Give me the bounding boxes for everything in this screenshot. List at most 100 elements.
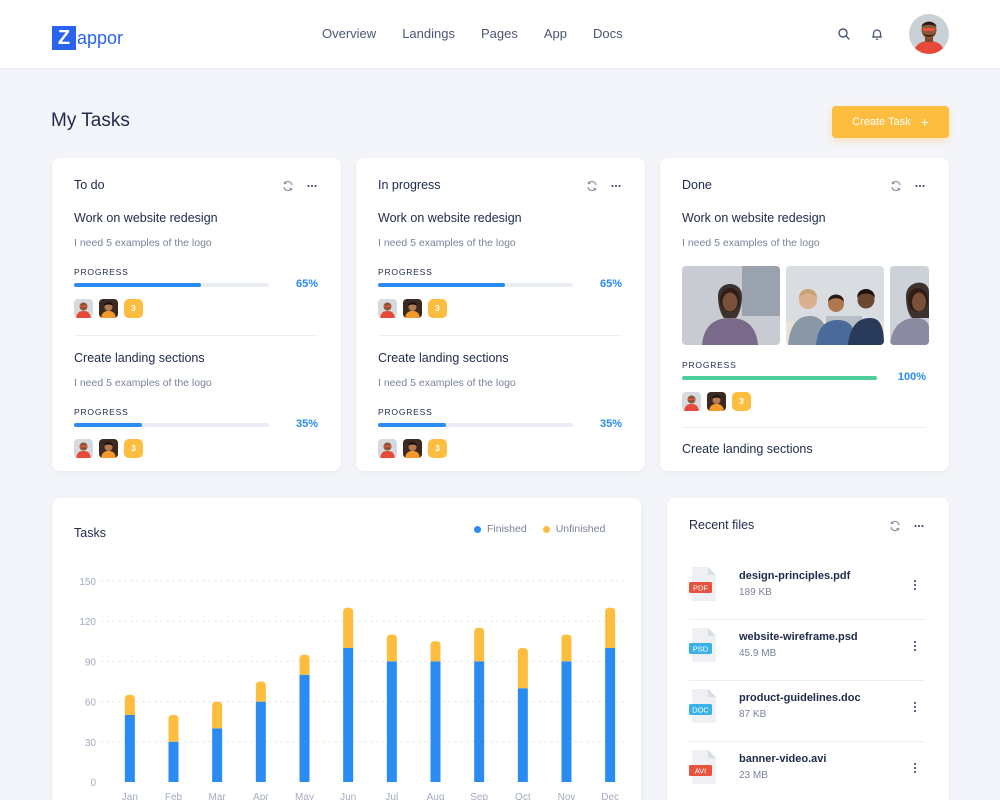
- x-tick-label: Apr: [253, 792, 269, 800]
- nav-app[interactable]: App: [543, 26, 567, 41]
- more-vertical-icon[interactable]: [913, 578, 917, 592]
- bar-unfinished-may[interactable]: [299, 654, 310, 675]
- legend-finished[interactable]: Finished: [474, 523, 527, 535]
- bar-unfinished-jul[interactable]: [386, 634, 397, 662]
- bar-finished-mar[interactable]: [212, 728, 223, 782]
- bar-finished-jun[interactable]: [343, 648, 354, 782]
- more-assignees-badge[interactable]: 3: [428, 299, 447, 318]
- task-card[interactable]: Create landing sections I need 5 example…: [378, 351, 622, 458]
- assignee-avatar[interactable]: [74, 299, 93, 318]
- attachment-photo[interactable]: [682, 266, 780, 345]
- assignees: 3: [74, 439, 318, 458]
- more-horizontal-icon[interactable]: [610, 180, 622, 192]
- bar-unfinished-sep[interactable]: [474, 627, 485, 662]
- progress-percent: 35%: [295, 418, 318, 430]
- refresh-icon[interactable]: [586, 180, 598, 192]
- more-assignees-badge[interactable]: 3: [124, 439, 143, 458]
- bar-finished-oct[interactable]: [517, 688, 528, 782]
- bar-finished-apr[interactable]: [255, 701, 266, 782]
- file-row[interactable]: PDF design-principles.pdf 189 KB: [689, 559, 925, 620]
- nav-overview[interactable]: Overview: [322, 26, 377, 41]
- bar-unfinished-jan[interactable]: [124, 694, 135, 715]
- bar-finished-sep[interactable]: [474, 661, 485, 782]
- assignee-avatar[interactable]: [378, 439, 397, 458]
- column-in-progress: In progress Work on website redesign I n…: [356, 158, 645, 471]
- bar-finished-may[interactable]: [299, 674, 310, 782]
- user-avatar[interactable]: [909, 14, 949, 54]
- bar-unfinished-feb[interactable]: [168, 715, 179, 742]
- bar-unfinished-oct[interactable]: [517, 648, 528, 689]
- assignee-avatar[interactable]: [99, 439, 118, 458]
- bar-unfinished-dec[interactable]: [605, 607, 616, 648]
- progress-label: PROGRESS: [682, 360, 737, 370]
- nav-pages[interactable]: Pages: [480, 26, 518, 41]
- more-assignees-badge[interactable]: 3: [428, 439, 447, 458]
- x-tick-label: Nov: [558, 792, 576, 800]
- task-card[interactable]: Work on website redesign I need 5 exampl…: [74, 211, 318, 318]
- task-card[interactable]: Create landing sections I need 5 example…: [74, 351, 318, 458]
- more-vertical-icon[interactable]: [913, 761, 917, 775]
- bar-finished-jan[interactable]: [124, 715, 135, 782]
- bar-finished-feb[interactable]: [168, 741, 179, 782]
- assignee-avatar[interactable]: [74, 439, 93, 458]
- more-horizontal-icon[interactable]: [306, 180, 318, 192]
- page-title: My Tasks: [51, 110, 130, 131]
- refresh-icon[interactable]: [282, 180, 294, 192]
- search-icon[interactable]: [837, 27, 851, 41]
- refresh-icon[interactable]: [889, 520, 901, 532]
- legend-unfinished[interactable]: Unfinished: [542, 523, 605, 535]
- bar-finished-dec[interactable]: [605, 648, 616, 782]
- avi-file-icon: AVI: [689, 750, 716, 784]
- nav-landings[interactable]: Landings: [402, 26, 455, 41]
- chart-title: Tasks: [74, 526, 106, 540]
- more-assignees-badge[interactable]: 3: [124, 299, 143, 318]
- recent-files-card: Recent files PDF design-principles.pdf 1…: [667, 498, 949, 800]
- column-todo: To do Work on website redesign I need 5 …: [52, 158, 341, 471]
- more-assignees-badge[interactable]: 3: [732, 392, 751, 411]
- nav-docs[interactable]: Docs: [592, 26, 623, 41]
- bar-finished-nov[interactable]: [561, 661, 572, 782]
- assignee-avatar[interactable]: [378, 299, 397, 318]
- pdf-file-icon: PDF: [689, 567, 716, 601]
- bar-finished-jul[interactable]: [386, 661, 397, 782]
- assignee-avatar[interactable]: [403, 439, 422, 458]
- more-vertical-icon[interactable]: [913, 700, 917, 714]
- assignee-avatar[interactable]: [99, 299, 118, 318]
- file-row[interactable]: DOC product-guidelines.doc 87 KB: [689, 681, 925, 742]
- bar-unfinished-aug[interactable]: [430, 641, 441, 662]
- task-card[interactable]: Create landing sections: [682, 442, 926, 456]
- bar-unfinished-nov[interactable]: [561, 634, 572, 662]
- task-card[interactable]: Work on website redesign I need 5 exampl…: [682, 211, 926, 249]
- attachment-photo[interactable]: [890, 266, 929, 345]
- logo[interactable]: Z appor: [52, 26, 123, 50]
- more-horizontal-icon[interactable]: [913, 520, 925, 532]
- more-vertical-icon[interactable]: [913, 639, 917, 653]
- progress-label: PROGRESS: [378, 267, 433, 277]
- x-tick-label: Dec: [601, 792, 619, 800]
- main-nav: Overview Landings Pages App Docs: [322, 26, 623, 41]
- task-description: I need 5 examples of the logo: [378, 377, 516, 389]
- create-task-button[interactable]: Create Task +: [832, 106, 949, 138]
- bar-unfinished-mar[interactable]: [212, 701, 223, 729]
- task-progress: PROGRESS 100% 3: [682, 360, 926, 411]
- task-description: I need 5 examples of the logo: [74, 237, 212, 249]
- more-horizontal-icon[interactable]: [914, 180, 926, 192]
- file-name: product-guidelines.doc: [739, 692, 861, 704]
- refresh-icon[interactable]: [890, 180, 902, 192]
- column-title: In progress: [378, 178, 441, 192]
- progress-percent: 65%: [599, 278, 622, 290]
- file-row[interactable]: AVI banner-video.avi 23 MB: [689, 742, 925, 800]
- bar-unfinished-jun[interactable]: [343, 607, 354, 648]
- task-title: Create landing sections: [682, 442, 813, 456]
- file-type-label: PSD: [693, 644, 709, 653]
- bar-finished-aug[interactable]: [430, 661, 441, 782]
- assignee-avatar[interactable]: [403, 299, 422, 318]
- task-card[interactable]: Work on website redesign I need 5 exampl…: [378, 211, 622, 318]
- progress-bar: 35%: [74, 418, 318, 431]
- assignee-avatar[interactable]: [707, 392, 726, 411]
- attachment-photo[interactable]: [786, 266, 884, 345]
- bell-icon[interactable]: [870, 27, 884, 41]
- bar-unfinished-apr[interactable]: [255, 681, 266, 702]
- assignee-avatar[interactable]: [682, 392, 701, 411]
- file-row[interactable]: PSD website-wireframe.psd 45.9 MB: [689, 620, 925, 681]
